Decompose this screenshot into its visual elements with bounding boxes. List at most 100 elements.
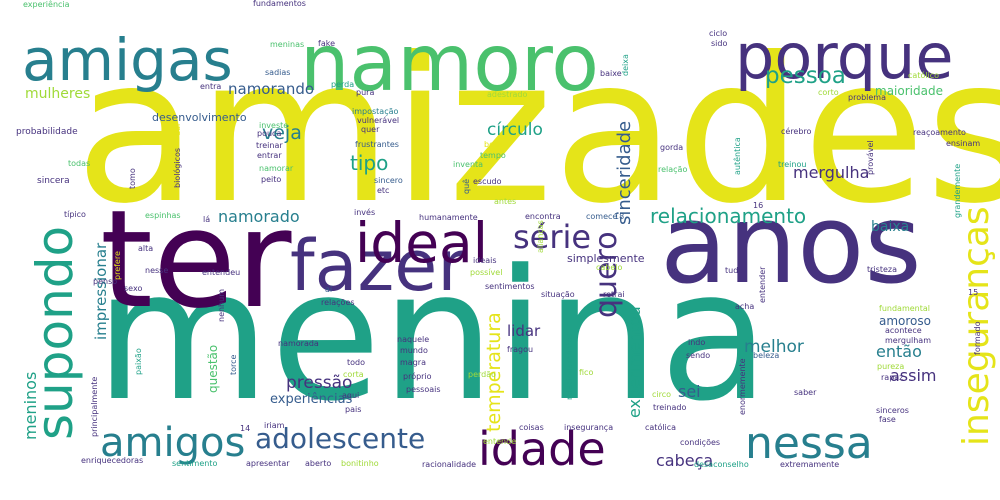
word-possível: possível	[470, 268, 502, 277]
word-formado: formado	[973, 321, 982, 355]
word-meninas: meninas	[270, 40, 304, 49]
word-idade: idade	[478, 422, 606, 476]
word-bonitinho: bonitinho	[341, 459, 379, 468]
word-aberto: aberto	[305, 459, 331, 468]
word-comece: comece	[586, 212, 617, 221]
word-mundo: mundo	[400, 346, 428, 355]
word-assim: assim	[890, 366, 937, 385]
word-n14: 14	[240, 424, 250, 433]
word-namorada: namorada	[278, 339, 319, 348]
word-dar: dar	[173, 122, 182, 136]
word-grandemente: grandemente	[953, 164, 962, 218]
word-meninos: meninos	[21, 372, 40, 440]
word-típico: típico	[64, 210, 86, 219]
word-tudo: tudo	[725, 266, 743, 275]
word-cabeça: cabeça	[656, 451, 713, 470]
word-investe: investe	[259, 121, 288, 130]
word-pureza: pureza	[877, 362, 904, 371]
word-tristeza: tristeza	[867, 265, 897, 274]
word-pouca: pouca	[257, 129, 281, 138]
word-amizades: amizades	[75, 15, 1000, 248]
word-sinceros: sinceros	[876, 406, 909, 415]
word-treinou: treinou	[778, 160, 806, 169]
word-fake: fake	[318, 39, 335, 48]
word-quer: quer	[361, 125, 380, 134]
word-questão: questão	[206, 345, 220, 393]
word-série: série	[513, 218, 591, 256]
word-peito: peito	[261, 175, 281, 184]
word-amigos: amigos	[100, 420, 245, 466]
word-amoroso: amoroso	[879, 314, 931, 328]
word-lidar: lidar	[507, 322, 541, 340]
word-impressionar: impressionar	[92, 242, 110, 340]
word-racionalidade: racionalidade	[422, 460, 476, 469]
word-n16: 16	[753, 201, 763, 210]
word-probabilidade: probabilidade	[16, 127, 78, 137]
word-tempo: tempo	[480, 151, 506, 160]
word-ter: ter	[100, 181, 292, 338]
word-ideais: ideais	[473, 256, 497, 265]
word-adestrado: adestrado	[487, 90, 527, 99]
word-encontra: encontra	[525, 212, 561, 221]
word-cabelo: cabelo	[596, 263, 623, 272]
word-adolescente: adolescente	[255, 422, 425, 455]
word-sadias: sadias	[265, 68, 290, 77]
word-torce: torce	[229, 354, 238, 375]
word-desaconselho: desaconselho	[694, 460, 749, 469]
word-naquele: naquele	[397, 335, 429, 344]
word-treinar: treinar	[256, 141, 283, 150]
word-sentimentos: sentimentos	[485, 282, 535, 291]
word-namorar: namorar	[259, 164, 294, 173]
word-sinceridade: sinceridade	[614, 121, 635, 225]
word-porque: porque	[735, 20, 953, 93]
word-saber: saber	[794, 388, 817, 397]
word-mulheres: mulheres	[25, 86, 90, 102]
word-nessa: nessa	[745, 418, 873, 469]
word-pessoa: pessoa	[765, 63, 846, 89]
word-impostação: impostação	[352, 107, 398, 116]
word-círculo: círculo	[487, 120, 543, 140]
word-corta: corta	[343, 370, 364, 379]
word-católica: católica	[645, 422, 676, 432]
word-sei: sei	[678, 382, 701, 401]
word-fico: fico	[579, 368, 593, 377]
word-entrar: entrar	[257, 151, 282, 160]
word-nenhum: nenhum	[217, 289, 226, 322]
word-melhor: melhor	[744, 337, 804, 357]
word-inseguranças: inseguranças	[956, 206, 997, 446]
word-pressão: pressão	[286, 373, 352, 393]
word-tipo: tipo	[350, 151, 388, 175]
word-beleza: beleza	[753, 351, 779, 360]
word-entender: entender	[758, 266, 767, 303]
word-sincero: sincero	[374, 176, 403, 185]
word-espinhas: espinhas	[145, 211, 181, 220]
word-próprio: próprio	[403, 371, 432, 381]
word-simplesmente: simplesmente	[567, 252, 645, 265]
word-aqui: aqui	[342, 391, 359, 400]
word-alta: alta	[138, 244, 153, 253]
word-iriam: iriam	[264, 421, 285, 430]
word-deixa: deixa	[621, 54, 630, 76]
word-antes: antes	[494, 197, 516, 206]
word-boas: boas	[484, 140, 503, 149]
word-anos: anos	[660, 180, 922, 308]
word-pais: pais	[345, 405, 361, 414]
word-ensinam: ensinam	[946, 139, 980, 148]
word-reaçoamento: reaçoamento	[913, 128, 966, 137]
word-pura: pura	[356, 88, 374, 97]
word-coisas: coisas	[519, 423, 544, 432]
word-mergulha: mergulha	[793, 163, 869, 182]
word-experiências: experiências	[270, 392, 353, 407]
word-perda: perda	[331, 80, 354, 89]
word-amigas: amigas	[22, 26, 233, 94]
word-alianças: alianças	[536, 220, 545, 253]
word-relacionamentos: relacionamentos	[565, 333, 574, 400]
word-desenvolvimento: desenvolvimento	[152, 111, 247, 124]
word-baixe: baixe	[600, 69, 622, 78]
word-perdão: perdão	[468, 370, 496, 379]
word-problema: problema	[848, 93, 886, 102]
word-sexo: sexo	[124, 284, 142, 293]
word-paixão: paixão	[134, 348, 143, 375]
